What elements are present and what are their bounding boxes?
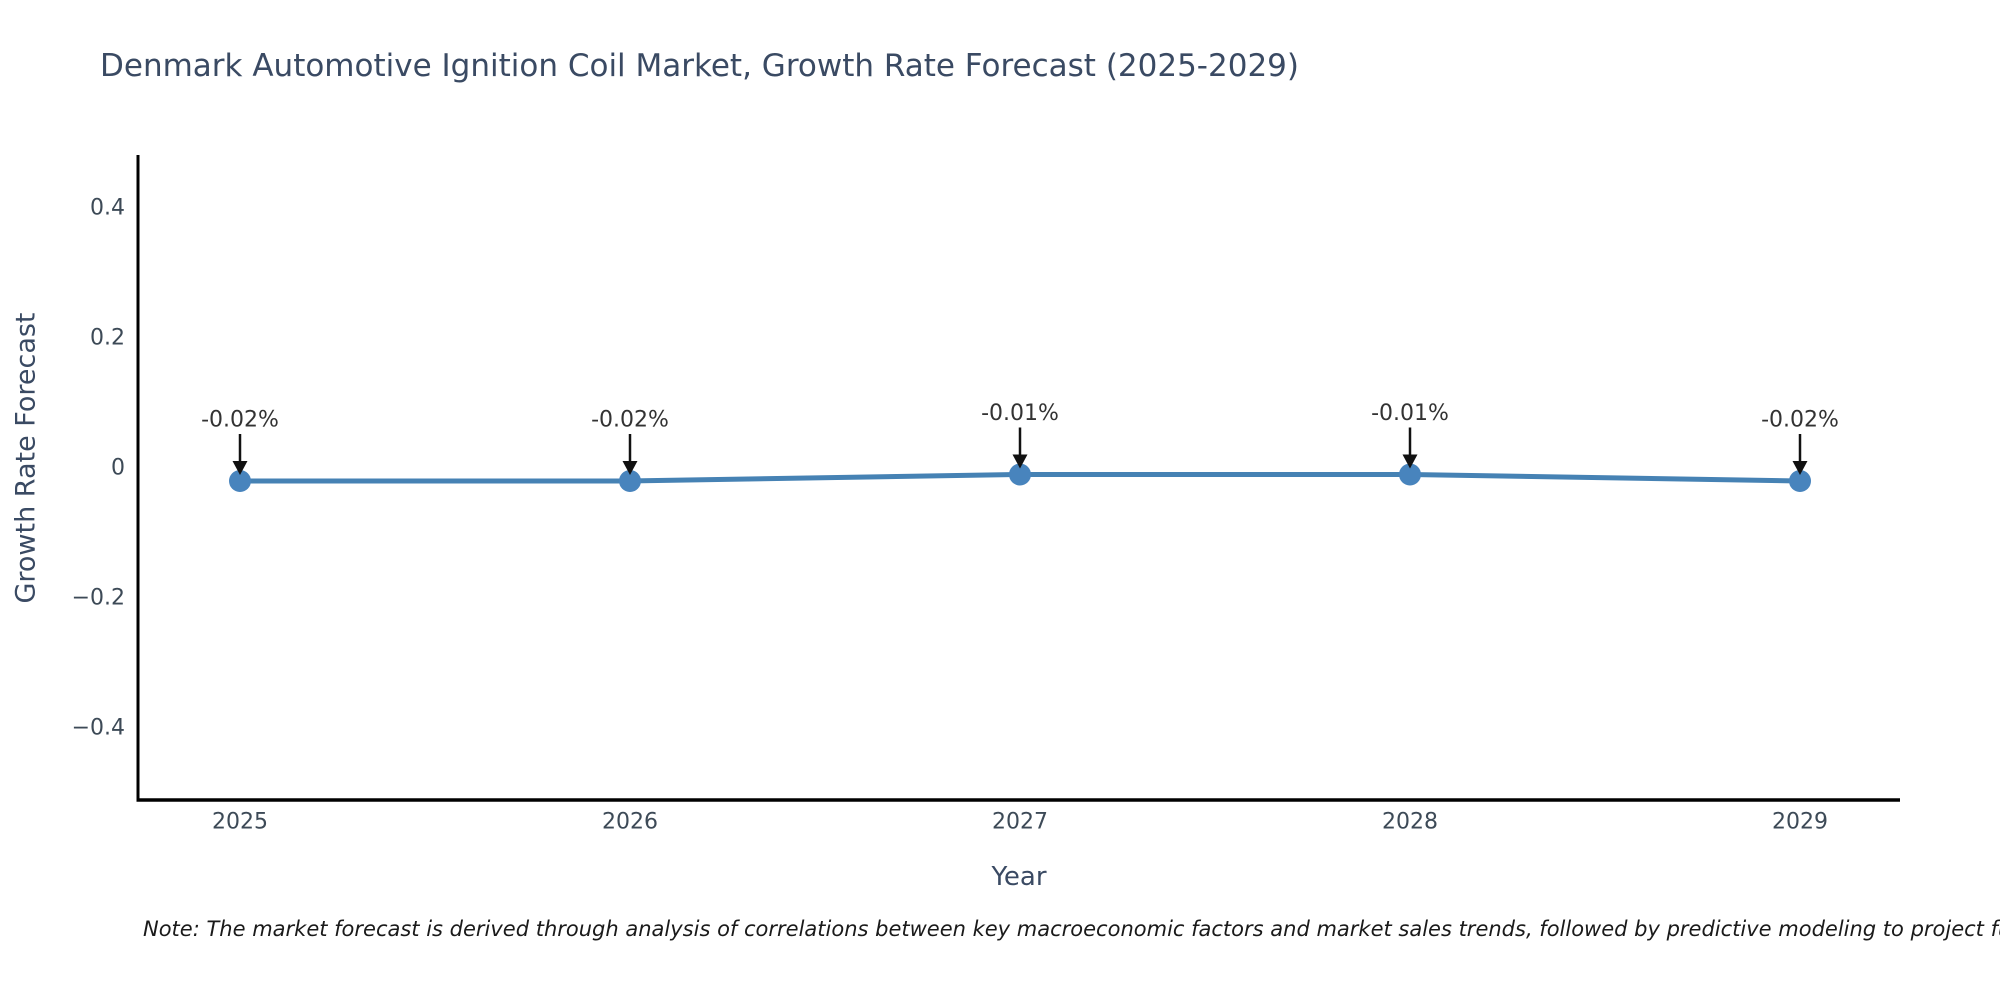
annotation-label: -0.01%	[1371, 401, 1449, 426]
y-tick-label: −0.2	[72, 586, 125, 611]
data-point-marker	[1789, 470, 1811, 492]
annotation-arrow-head	[232, 461, 248, 475]
annotation-label: -0.02%	[591, 408, 669, 433]
y-tick-label: 0.4	[90, 196, 125, 221]
annotation-label: -0.02%	[1761, 408, 1839, 433]
data-point-marker	[229, 470, 251, 492]
footnote: Note: The market forecast is derived thr…	[143, 917, 2000, 941]
x-axis-title: Year	[991, 862, 1047, 892]
data-point-marker	[1009, 463, 1031, 486]
annotation-label: -0.01%	[981, 401, 1059, 426]
x-tick-label: 2028	[1382, 810, 1438, 835]
y-tick-label: 0	[111, 456, 125, 481]
annotation-arrow-head	[1012, 454, 1028, 469]
x-tick-label: 2025	[212, 810, 268, 835]
annotation-arrow-head	[1792, 461, 1808, 475]
x-tick-label: 2029	[1772, 810, 1828, 835]
x-tick-label: 2026	[602, 810, 658, 835]
annotation-arrow-head	[622, 461, 638, 475]
chart-title: Denmark Automotive Ignition Coil Market,…	[100, 48, 1299, 84]
annotation-arrow-head	[1402, 454, 1418, 469]
y-tick-label: 0.2	[90, 326, 125, 351]
data-point-marker	[619, 470, 641, 492]
data-point-marker	[1399, 463, 1421, 486]
annotation-label: -0.02%	[201, 408, 279, 433]
y-tick-label: −0.4	[72, 716, 125, 741]
x-tick-label: 2027	[992, 810, 1048, 835]
